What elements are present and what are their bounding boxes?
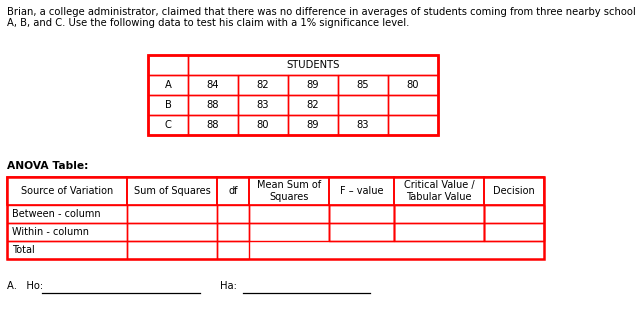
Bar — [338, 115, 388, 135]
Text: Source of Variation: Source of Variation — [21, 186, 113, 196]
Text: Between - column: Between - column — [12, 209, 100, 219]
Bar — [238, 75, 288, 95]
Bar — [329, 177, 394, 205]
Bar — [188, 75, 238, 95]
Text: 80: 80 — [407, 80, 419, 90]
Bar — [238, 115, 288, 135]
Bar — [249, 177, 329, 205]
Bar — [148, 55, 438, 135]
Bar — [288, 115, 338, 135]
Text: Critical Value /
Tabular Value: Critical Value / Tabular Value — [404, 180, 474, 202]
Bar — [127, 241, 217, 259]
Bar — [217, 241, 249, 259]
Bar — [329, 205, 394, 223]
Text: A, B, and C. Use the following data to test his claim with a 1% significance lev: A, B, and C. Use the following data to t… — [7, 18, 410, 28]
Bar — [127, 205, 217, 223]
Bar — [127, 177, 217, 205]
Bar — [329, 205, 394, 241]
Bar — [7, 223, 127, 241]
Text: STUDENTS: STUDENTS — [286, 60, 340, 70]
Text: 82: 82 — [257, 80, 269, 90]
Text: Sum of Squares: Sum of Squares — [133, 186, 210, 196]
Bar — [127, 223, 217, 241]
Text: Brian, a college administrator, claimed that there was no difference in averages: Brian, a college administrator, claimed … — [7, 7, 635, 17]
Bar — [249, 205, 329, 223]
Bar — [217, 223, 249, 241]
Bar — [148, 95, 188, 115]
Bar — [388, 95, 438, 115]
Text: 84: 84 — [207, 80, 219, 90]
Bar — [338, 95, 388, 115]
Text: df: df — [228, 186, 237, 196]
Text: Within - column: Within - column — [12, 227, 89, 237]
Bar — [217, 205, 249, 223]
Bar — [288, 75, 338, 95]
Bar — [7, 177, 127, 205]
Bar — [148, 115, 188, 135]
Text: 88: 88 — [207, 120, 219, 130]
Text: 83: 83 — [257, 100, 269, 110]
Text: Total: Total — [12, 245, 35, 255]
Bar — [338, 75, 388, 95]
Text: 89: 89 — [307, 80, 319, 90]
Bar — [394, 223, 484, 241]
Bar — [7, 177, 544, 259]
Text: 83: 83 — [357, 120, 369, 130]
Text: Ha:: Ha: — [220, 281, 237, 291]
Bar — [249, 223, 329, 241]
Text: A.   Ho:: A. Ho: — [7, 281, 43, 291]
Bar — [217, 177, 249, 205]
Text: Mean Sum of
Squares: Mean Sum of Squares — [257, 180, 321, 202]
Bar — [484, 177, 544, 205]
Bar — [484, 205, 544, 241]
Bar — [188, 95, 238, 115]
Bar — [484, 205, 544, 223]
Bar — [388, 75, 438, 95]
Bar — [329, 223, 394, 241]
Bar — [7, 241, 127, 259]
Bar — [7, 205, 127, 223]
Bar — [238, 95, 288, 115]
Text: 82: 82 — [307, 100, 319, 110]
Bar — [188, 115, 238, 135]
Text: 80: 80 — [257, 120, 269, 130]
Bar — [394, 205, 484, 223]
Bar — [148, 75, 188, 95]
Text: B: B — [164, 100, 171, 110]
Text: 88: 88 — [207, 100, 219, 110]
Bar — [484, 223, 544, 241]
Bar — [148, 55, 188, 75]
Bar — [188, 55, 438, 75]
Bar — [288, 95, 338, 115]
Text: 85: 85 — [357, 80, 370, 90]
Bar — [388, 115, 438, 135]
Text: A: A — [164, 80, 171, 90]
Text: F – value: F – value — [340, 186, 384, 196]
Text: C: C — [164, 120, 171, 130]
Bar — [394, 205, 484, 241]
Text: Decision: Decision — [493, 186, 535, 196]
Text: 89: 89 — [307, 120, 319, 130]
Bar — [394, 177, 484, 205]
Text: ANOVA Table:: ANOVA Table: — [7, 161, 88, 171]
